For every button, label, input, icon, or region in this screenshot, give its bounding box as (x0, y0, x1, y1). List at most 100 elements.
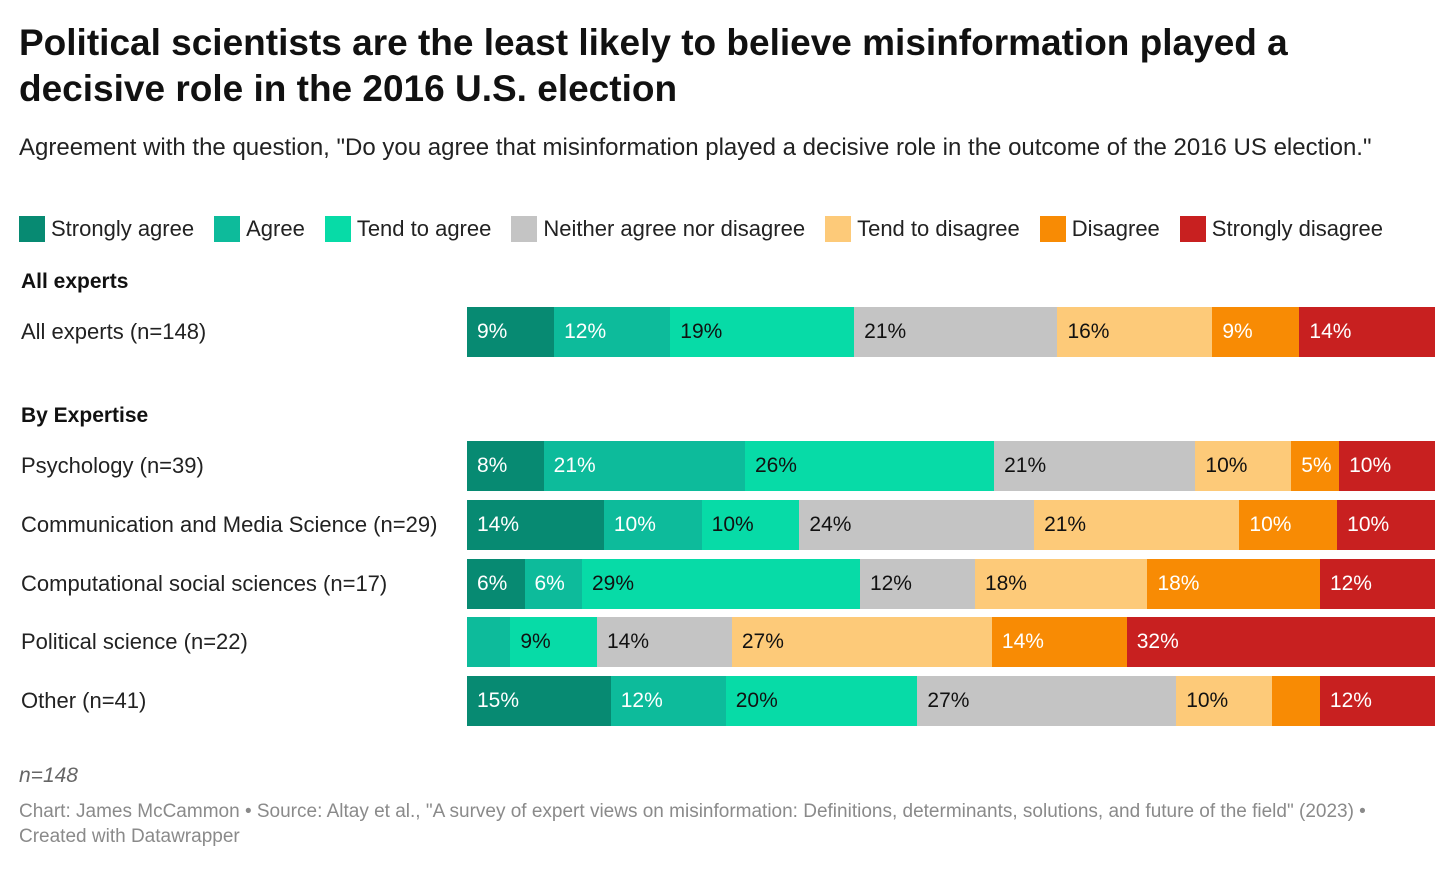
data-label: 18% (984, 572, 1027, 595)
bar-segment: 9% (1212, 307, 1300, 357)
data-label: 20% (735, 689, 778, 712)
data-label: 10% (1249, 513, 1292, 536)
data-label: 9% (520, 630, 551, 653)
legend-swatch (214, 216, 241, 242)
bar-segment: 10% (1239, 500, 1338, 550)
data-label: 27% (927, 689, 970, 712)
data-label: 8% (477, 454, 508, 477)
data-label: 14% (607, 630, 650, 653)
row-label: Computational social sciences (n=17) (21, 571, 388, 596)
stacked-bar: 8% 21% 26% 21% 10% 5% 10% (467, 441, 1435, 491)
bar-segment: 6% (524, 559, 582, 609)
bar-segment: 14% (597, 617, 732, 667)
bar-segment (1272, 676, 1320, 726)
data-label: 19% (680, 320, 723, 343)
legend-label: Strongly agree (51, 216, 195, 241)
bar-segment: 24% (799, 500, 1035, 550)
bar-segment: 9% (510, 617, 597, 667)
chart-footer: Chart: James McCammon • Source: Altay et… (19, 801, 1366, 847)
data-label: 18% (1157, 572, 1200, 595)
data-label: 10% (613, 513, 656, 536)
data-label: 12% (869, 572, 912, 595)
row-label: All experts (n=148) (21, 319, 207, 344)
data-label: 14% (1001, 630, 1044, 653)
bar-segment: 12% (1319, 559, 1435, 609)
data-label: 27% (741, 630, 784, 653)
stacked-bar: 14% 10% 10% 24% 21% 10% 10% (467, 500, 1435, 550)
bar-segment: 21% (994, 441, 1196, 491)
bar-segment: 14% (1299, 307, 1435, 357)
bar-segment: 21% (1034, 500, 1240, 550)
stacked-bar: 15% 12% 20% 27% 10% 12% (467, 676, 1435, 726)
data-label: 12% (1329, 689, 1372, 712)
group-label: By Expertise (21, 404, 149, 427)
legend-item: Strongly disagree (1179, 216, 1384, 242)
legend-item: Tend to disagree (825, 216, 1020, 242)
bar-segment: 16% (1057, 307, 1213, 357)
bar-segment: 12% (610, 676, 726, 726)
bar-segment: 27% (731, 617, 992, 667)
data-label: 24% (809, 513, 852, 536)
legend-label: Agree (246, 216, 305, 241)
bar-segment: 5% (1291, 441, 1340, 491)
bar-segment: 8% (467, 441, 544, 491)
stacked-bar: 9% 14% 27% 14% 32% (467, 617, 1435, 667)
chart-title: Political scientists are the least likel… (19, 22, 1288, 109)
bar-segment: 9% (467, 307, 555, 357)
legend-label: Neither agree nor disagree (543, 216, 806, 241)
bar-segment: 14% (467, 500, 604, 550)
bar-segment: 32% (1126, 617, 1435, 667)
data-label: 32% (1136, 630, 1179, 653)
stacked-bar: 6% 6% 29% 12% 18% 18% 12% (467, 559, 1435, 609)
data-label: 15% (477, 689, 520, 712)
legend-item: Neither agree nor disagree (511, 216, 805, 242)
bar-segment: 26% (744, 441, 995, 491)
bar-segment: 12% (554, 307, 671, 357)
data-label: 21% (1044, 513, 1087, 536)
row-label: Communication and Media Science (n=29) (21, 512, 438, 537)
legend-item: Tend to agree (324, 216, 491, 242)
row-label: Political science (n=22) (21, 629, 248, 654)
bar-segment: 10% (1195, 441, 1292, 491)
row-label: Psychology (n=39) (21, 453, 204, 478)
bar-segment: 20% (725, 676, 918, 726)
data-label: 12% (564, 320, 607, 343)
data-label: 26% (754, 454, 797, 477)
bar-segment: 18% (974, 559, 1148, 609)
bar-segment: 18% (1147, 559, 1320, 609)
data-label: 16% (1067, 320, 1110, 343)
legend-swatch (324, 216, 351, 242)
data-label: 12% (620, 689, 663, 712)
data-label: 5% (1301, 454, 1332, 477)
data-label: 21% (1004, 454, 1047, 477)
data-label: 6% (534, 572, 565, 595)
legend-item: Agree (214, 216, 305, 242)
bar-segment: 10% (1339, 441, 1435, 491)
bar-segment: 14% (991, 617, 1127, 667)
bar-segment: 12% (1319, 676, 1435, 726)
sample-size-note: n=148 (19, 764, 78, 787)
data-label: 9% (477, 320, 508, 343)
stacked-bar: 9% 12% 19% 21% 16% 9% 14% (467, 307, 1435, 357)
bar-segment: 21% (854, 307, 1058, 357)
data-label: 6% (477, 572, 508, 595)
legend-swatch (511, 216, 538, 242)
bar-segment: 10% (603, 500, 702, 550)
data-label: 10% (1186, 689, 1229, 712)
data-label: 21% (553, 454, 596, 477)
bar-segment: 19% (670, 307, 855, 357)
row-label: Other (n=41) (21, 688, 147, 713)
legend-swatch (825, 216, 852, 242)
data-label: 10% (1205, 454, 1248, 477)
data-label: 21% (864, 320, 907, 343)
data-label: 12% (1329, 572, 1372, 595)
bar-segment: 10% (1176, 676, 1273, 726)
bar-segment: 27% (917, 676, 1177, 726)
bar-segment: 21% (543, 441, 745, 491)
legend-swatch (1039, 216, 1066, 242)
group-label: All experts (21, 270, 129, 293)
legend-label: Strongly disagree (1211, 216, 1384, 241)
chart-subtitle: Agreement with the question, "Do you agr… (19, 134, 1372, 161)
bar-segment: 29% (582, 559, 860, 609)
data-label: 14% (1309, 320, 1352, 343)
